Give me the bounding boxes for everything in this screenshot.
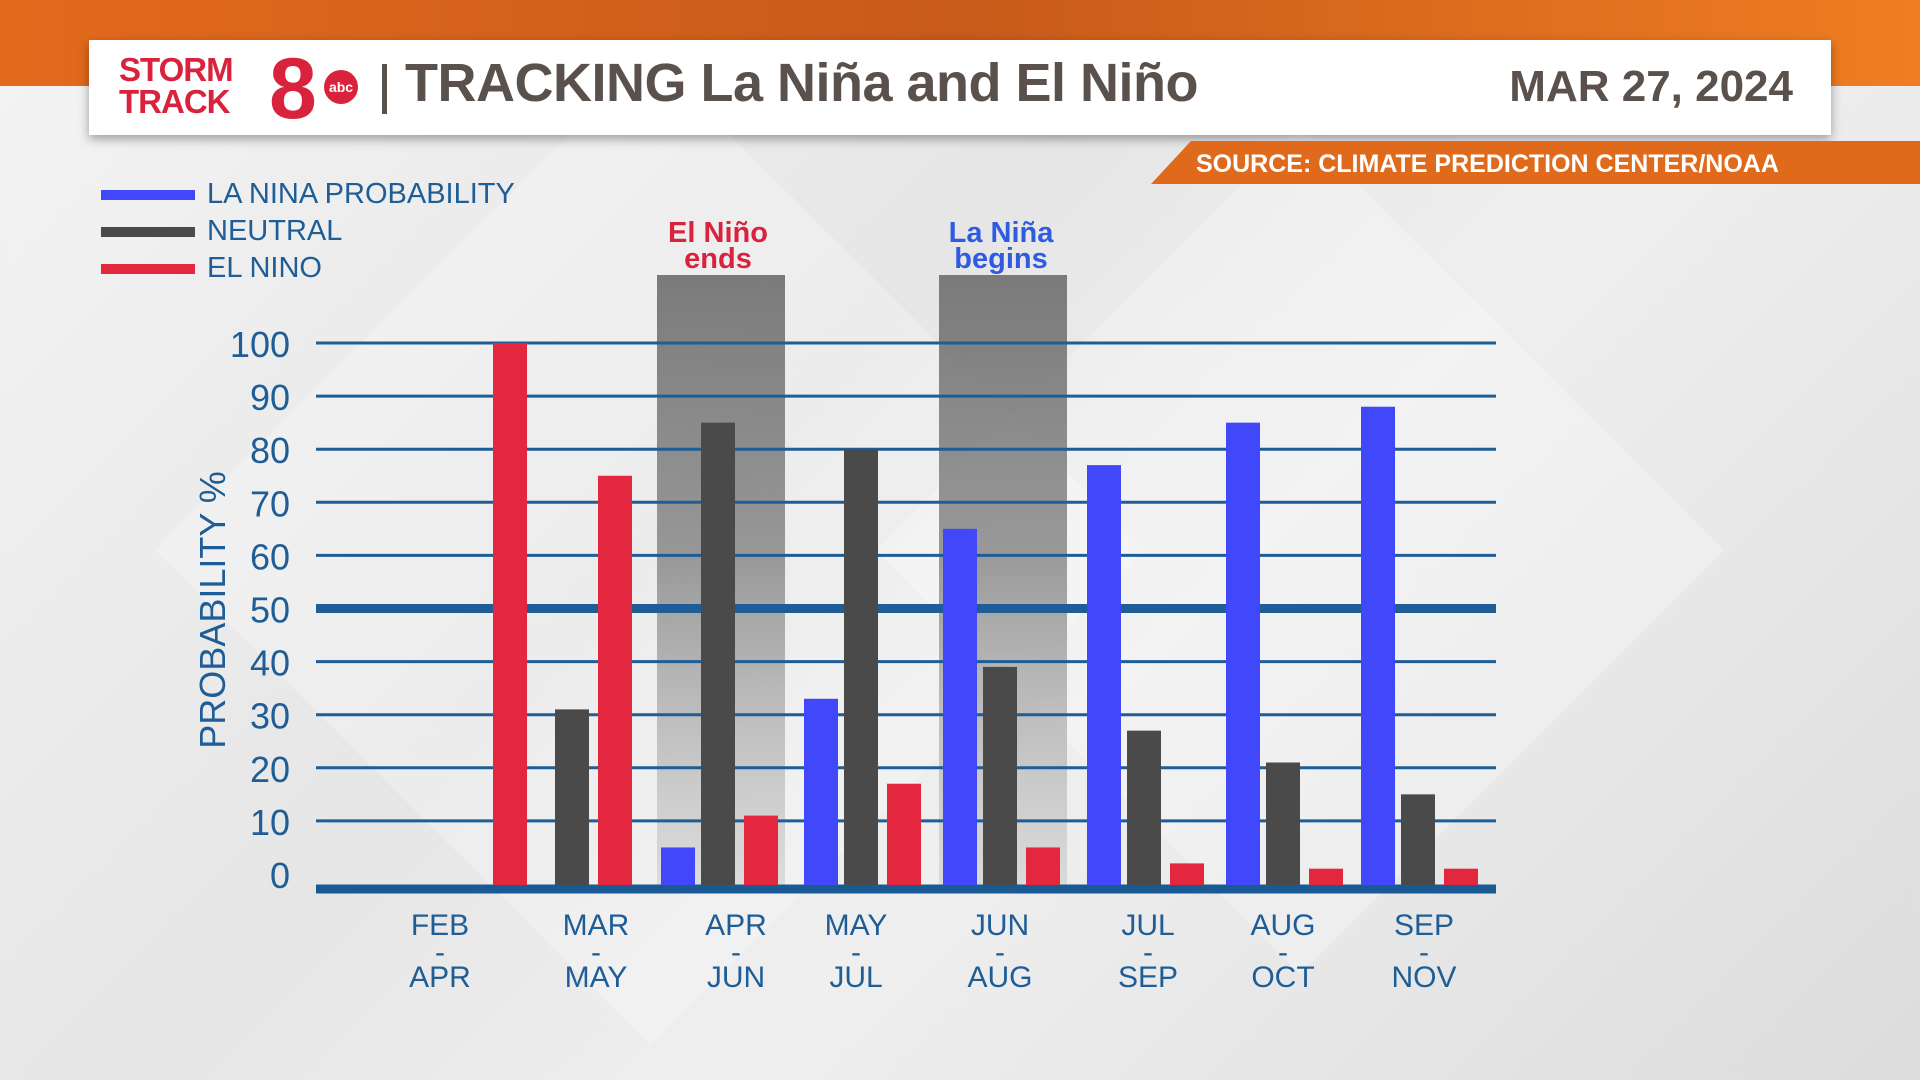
x-tick-label: OCT [1251, 961, 1314, 994]
legend-item-neutral: NEUTRAL [101, 213, 515, 250]
station-logo: STORM TRACK 8 abc [119, 46, 389, 132]
annotation-line: El Niño [668, 217, 768, 249]
x-tick-label: APR [705, 909, 767, 942]
x-tick-label: JUN [707, 961, 765, 994]
y-tick-label: 20 [250, 749, 290, 790]
x-tick-label: JUL [829, 961, 882, 994]
x-tick-label: - [1143, 936, 1153, 969]
bar-el-nino [493, 343, 527, 885]
legend: LA NINA PROBABILITY NEUTRAL EL NINO [101, 176, 515, 287]
x-tick-label: SEP [1394, 909, 1454, 942]
page-title: TRACKING La Niña and El Niño [405, 53, 1199, 113]
bar-el-nino [1170, 863, 1204, 885]
y-tick-label: 100 [230, 324, 290, 365]
x-tick-label: - [731, 936, 741, 969]
bar-la-nina-probability [1087, 465, 1121, 885]
x-tick-label: - [1419, 936, 1429, 969]
y-tick-label: 10 [250, 802, 290, 843]
x-tick-label: MAY [565, 961, 628, 994]
bar-el-nino [1026, 847, 1060, 885]
legend-label: EL NINO [207, 252, 322, 284]
x-tick-label: NOV [1391, 961, 1456, 994]
bar-la-nina-probability [804, 698, 838, 885]
bar-el-nino [887, 783, 921, 885]
bar-neutral [1401, 794, 1435, 885]
x-tick-label: APR [409, 961, 471, 994]
bar-neutral [983, 666, 1017, 885]
bar-el-nino [1444, 868, 1478, 885]
y-axis-label: PROBABILITY % [192, 471, 233, 748]
legend-label: NEUTRAL [207, 215, 343, 247]
x-tick-label: - [1278, 936, 1288, 969]
source-text: SOURCE: CLIMATE PREDICTION CENTER/NOAA [1196, 150, 1779, 178]
title-divider [382, 64, 387, 114]
y-tick-label: 70 [250, 483, 290, 524]
legend-swatch [101, 189, 195, 200]
bar-la-nina-probability [943, 528, 977, 885]
annotation-line: ends [684, 243, 752, 275]
x-tick-label: - [851, 936, 861, 969]
bar-la-nina-probability [1226, 422, 1260, 885]
x-tick-label: FEB [411, 909, 469, 942]
bar-la-nina-probability [1361, 406, 1395, 885]
annotation-line: La Niña [948, 217, 1054, 249]
x-tick-label: AUG [1250, 909, 1315, 942]
bar-neutral [555, 709, 589, 885]
source-ribbon: SOURCE: CLIMATE PREDICTION CENTER/NOAA [1151, 141, 1920, 184]
legend-swatch [101, 263, 195, 274]
y-tick-label: 50 [250, 590, 290, 631]
x-tick-label: MAY [825, 909, 888, 942]
x-tick-label: - [435, 936, 445, 969]
bar-neutral [701, 422, 735, 885]
date-label: MAR 27, 2024 [1509, 62, 1793, 111]
x-tick-label: AUG [967, 961, 1032, 994]
annotation-la-nina-begins: La Niña begins [921, 217, 1081, 275]
bar-el-nino [744, 815, 778, 885]
bar-el-nino [598, 475, 632, 885]
bar-neutral [1127, 730, 1161, 885]
x-tick-label: JUL [1121, 909, 1174, 942]
legend-item-el-nino: EL NINO [101, 250, 515, 287]
x-tick-label: MAR [563, 909, 630, 942]
y-tick-label: 80 [250, 430, 290, 471]
legend-swatch [101, 226, 195, 237]
x-tick-label: - [995, 936, 1005, 969]
y-tick-label: 90 [250, 377, 290, 418]
bar-la-nina-probability [661, 847, 695, 885]
annotation-line: begins [954, 243, 1048, 275]
x-tick-label: JUN [971, 909, 1029, 942]
legend-item-la-nina: LA NINA PROBABILITY [101, 176, 515, 213]
y-tick-label: 0 [270, 855, 290, 896]
bar-el-nino [1309, 868, 1343, 885]
x-tick-label: SEP [1118, 961, 1178, 994]
y-tick-label: 40 [250, 643, 290, 684]
y-tick-label: 30 [250, 696, 290, 737]
legend-label: LA NINA PROBABILITY [207, 178, 515, 210]
annotation-el-nino-ends: El Niño ends [638, 217, 798, 275]
header-bar: STORM TRACK 8 abc TRACKING La Niña and El… [89, 40, 1831, 135]
y-tick-label: 60 [250, 536, 290, 577]
bar-neutral [1266, 762, 1300, 885]
x-tick-label: - [591, 936, 601, 969]
bar-neutral [844, 449, 878, 885]
